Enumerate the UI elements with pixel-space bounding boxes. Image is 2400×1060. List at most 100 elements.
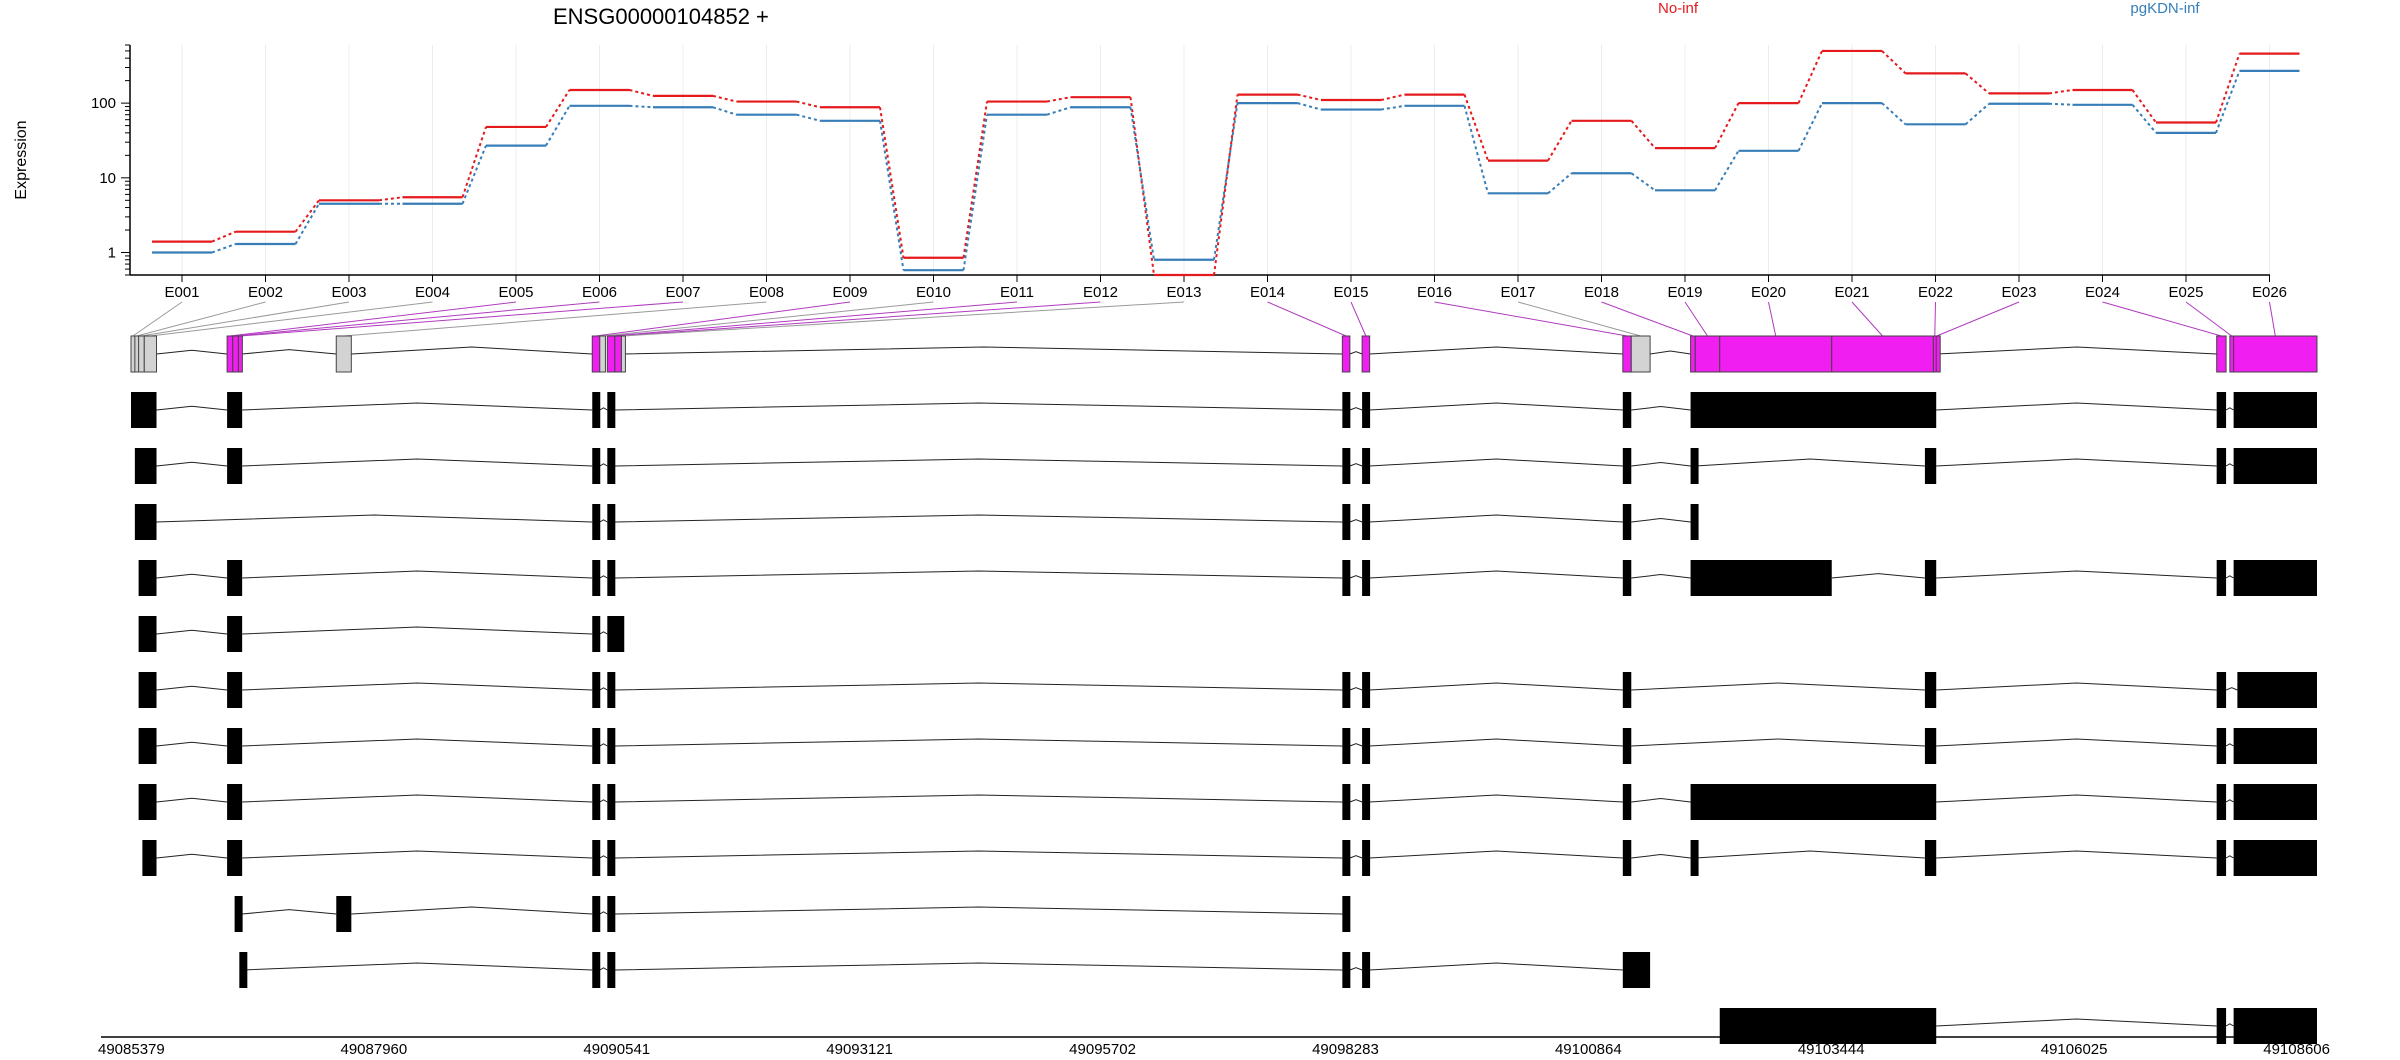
y-axis-label: Expression — [13, 120, 30, 199]
transcript-exon — [227, 560, 243, 596]
exon-connector — [343, 301, 767, 337]
transcript-exon — [1924, 728, 1937, 764]
intron — [242, 794, 593, 803]
series-connector — [796, 113, 821, 122]
intron — [599, 967, 608, 971]
intron — [242, 402, 593, 411]
transcript-exon — [2216, 672, 2227, 708]
intron — [599, 407, 608, 411]
intron — [1631, 574, 1691, 579]
x-tick-label: E018 — [1584, 284, 1619, 301]
x-tick-label: E013 — [1166, 284, 1201, 301]
x-tick-label: E026 — [2252, 284, 2287, 301]
intron — [1349, 407, 1363, 411]
intron — [1631, 738, 1925, 747]
exon-bin — [226, 335, 234, 373]
series-connector — [1797, 102, 1823, 152]
intron — [614, 682, 1343, 691]
transcript-exon — [1690, 784, 1937, 820]
transcript-exon — [1924, 560, 1937, 596]
transcript-exon — [1362, 560, 1371, 596]
transcript-exon — [1362, 728, 1371, 764]
y-tick-label: 100 — [91, 95, 116, 112]
transcript-exon — [2216, 560, 2227, 596]
intron — [1349, 799, 1363, 803]
intron — [599, 855, 608, 859]
exon-connector — [150, 301, 433, 337]
exon-connector — [2269, 301, 2276, 337]
transcript-exon — [1924, 840, 1937, 876]
exon-bin — [1694, 335, 1721, 373]
transcript-exon — [239, 952, 248, 988]
genomic-tick-label: 49093121 — [826, 1041, 893, 1058]
transcript-exon — [592, 896, 601, 932]
exon-bin — [232, 335, 239, 373]
exon-connector — [1851, 301, 1883, 337]
transcript-exon — [1622, 728, 1632, 764]
exon-bin — [1690, 335, 1696, 373]
intron — [1831, 573, 1925, 579]
intron — [614, 850, 1343, 859]
series-connector — [962, 114, 988, 271]
exon-connector — [595, 301, 851, 337]
transcript-exon — [607, 840, 616, 876]
exon-connector — [1350, 301, 1367, 337]
series-connector — [2048, 102, 2073, 106]
exon-bin — [2233, 335, 2318, 373]
transcript-exon — [607, 672, 616, 708]
x-tick-label: E014 — [1250, 284, 1285, 301]
intron — [1695, 850, 1925, 859]
series-connector — [461, 145, 487, 205]
exon-connector — [1684, 301, 1708, 337]
series-connector — [1129, 107, 1155, 260]
x-tick-label: E005 — [498, 284, 533, 301]
intron — [1631, 798, 1691, 803]
x-axis: E001 E002 E003 E004 E005 E006 E007 E008 E009 E010… — [130, 274, 2287, 301]
exon-bin — [614, 335, 622, 373]
intron — [1349, 463, 1363, 467]
series-connector — [1630, 172, 1656, 192]
transcript-exon — [592, 616, 601, 652]
transcript-exon — [2233, 392, 2317, 428]
intron — [599, 463, 608, 467]
exon-bin — [1341, 335, 1351, 373]
transcript-exon — [2233, 840, 2317, 876]
transcript-exon — [1622, 672, 1632, 708]
genomic-tick-label: 49090541 — [583, 1041, 650, 1058]
intron — [614, 570, 1343, 579]
exon-connector — [1434, 301, 1628, 337]
exon-connector — [240, 301, 684, 337]
transcript-exon — [592, 392, 601, 428]
transcript-exon — [1342, 840, 1351, 876]
series-connector — [378, 196, 403, 202]
transcript-exon — [592, 784, 601, 820]
transcript-exon — [1924, 448, 1937, 484]
exon-bin — [1831, 335, 1934, 373]
series-connector — [1463, 105, 1489, 194]
transcript-exon — [592, 840, 601, 876]
intron — [1631, 854, 1691, 859]
transcript-exon — [1622, 840, 1632, 876]
transcript-exon — [2233, 560, 2317, 596]
intron — [1349, 687, 1363, 691]
series-connector — [796, 100, 821, 109]
transcript-exon — [134, 448, 157, 484]
intron — [1936, 794, 2217, 803]
transcript-exon — [2237, 672, 2317, 708]
series-connector — [712, 94, 737, 103]
x-tick-label: E024 — [2085, 284, 2120, 301]
transcript-exon — [1690, 840, 1699, 876]
intron — [599, 799, 608, 803]
genomic-tick-label: 49103444 — [1798, 1041, 1865, 1058]
intron — [1369, 850, 1623, 859]
intron — [156, 629, 228, 635]
x-tick-label: E007 — [665, 284, 700, 301]
intron — [2225, 743, 2234, 747]
transcript-exon — [2216, 392, 2227, 428]
transcript-exon — [1690, 504, 1699, 540]
intron — [1349, 519, 1363, 523]
transcript-exon — [1622, 448, 1632, 484]
genomic-tick-label: 49108606 — [2263, 1041, 2330, 1058]
transcript-exon — [1342, 784, 1351, 820]
transcript-exon — [138, 784, 157, 820]
